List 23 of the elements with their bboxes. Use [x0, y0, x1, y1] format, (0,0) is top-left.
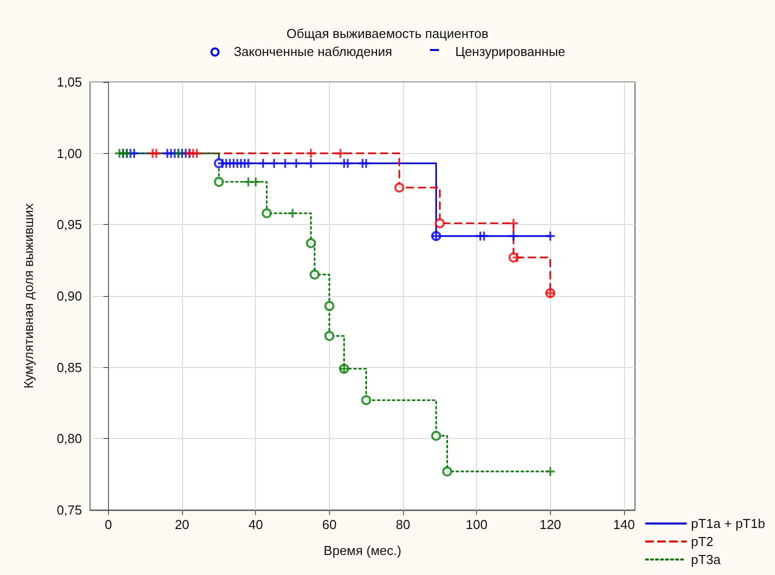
chart-title: Общая выживаемость пациентов — [286, 26, 489, 41]
y-tick-label: 1,05 — [56, 74, 82, 90]
legend-label: pT2 — [691, 534, 714, 549]
x-tick-label: 100 — [466, 517, 488, 532]
text: Законченные наблюдения — [232, 44, 392, 59]
y-tick-label: 0,85 — [56, 360, 82, 375]
legend-label: pT1a + pT1b — [691, 516, 766, 531]
y-axis-title: Кумулятивная доля выживших — [21, 202, 36, 389]
legend-label: pT3a — [691, 552, 722, 567]
x-tick-label: 0 — [104, 517, 112, 532]
x-tick-label: 140 — [613, 517, 635, 532]
x-axis-title: Время (мес.) — [324, 543, 402, 558]
x-tick-label: 20 — [174, 517, 190, 532]
x-tick-label: 120 — [539, 517, 562, 532]
x-tick-label: 80 — [396, 517, 410, 532]
y-tick-label: 0,80 — [56, 431, 82, 446]
text: Цензурированные — [454, 44, 566, 59]
y-tick-label: 0,90 — [56, 288, 82, 304]
y-tick-label: 0,95 — [56, 217, 82, 232]
x-tick-label: 60 — [322, 517, 337, 532]
y-tick-label: 1,00 — [56, 146, 82, 161]
y-tick-label: 0,75 — [56, 502, 82, 518]
x-tick-label: 40 — [248, 517, 263, 532]
